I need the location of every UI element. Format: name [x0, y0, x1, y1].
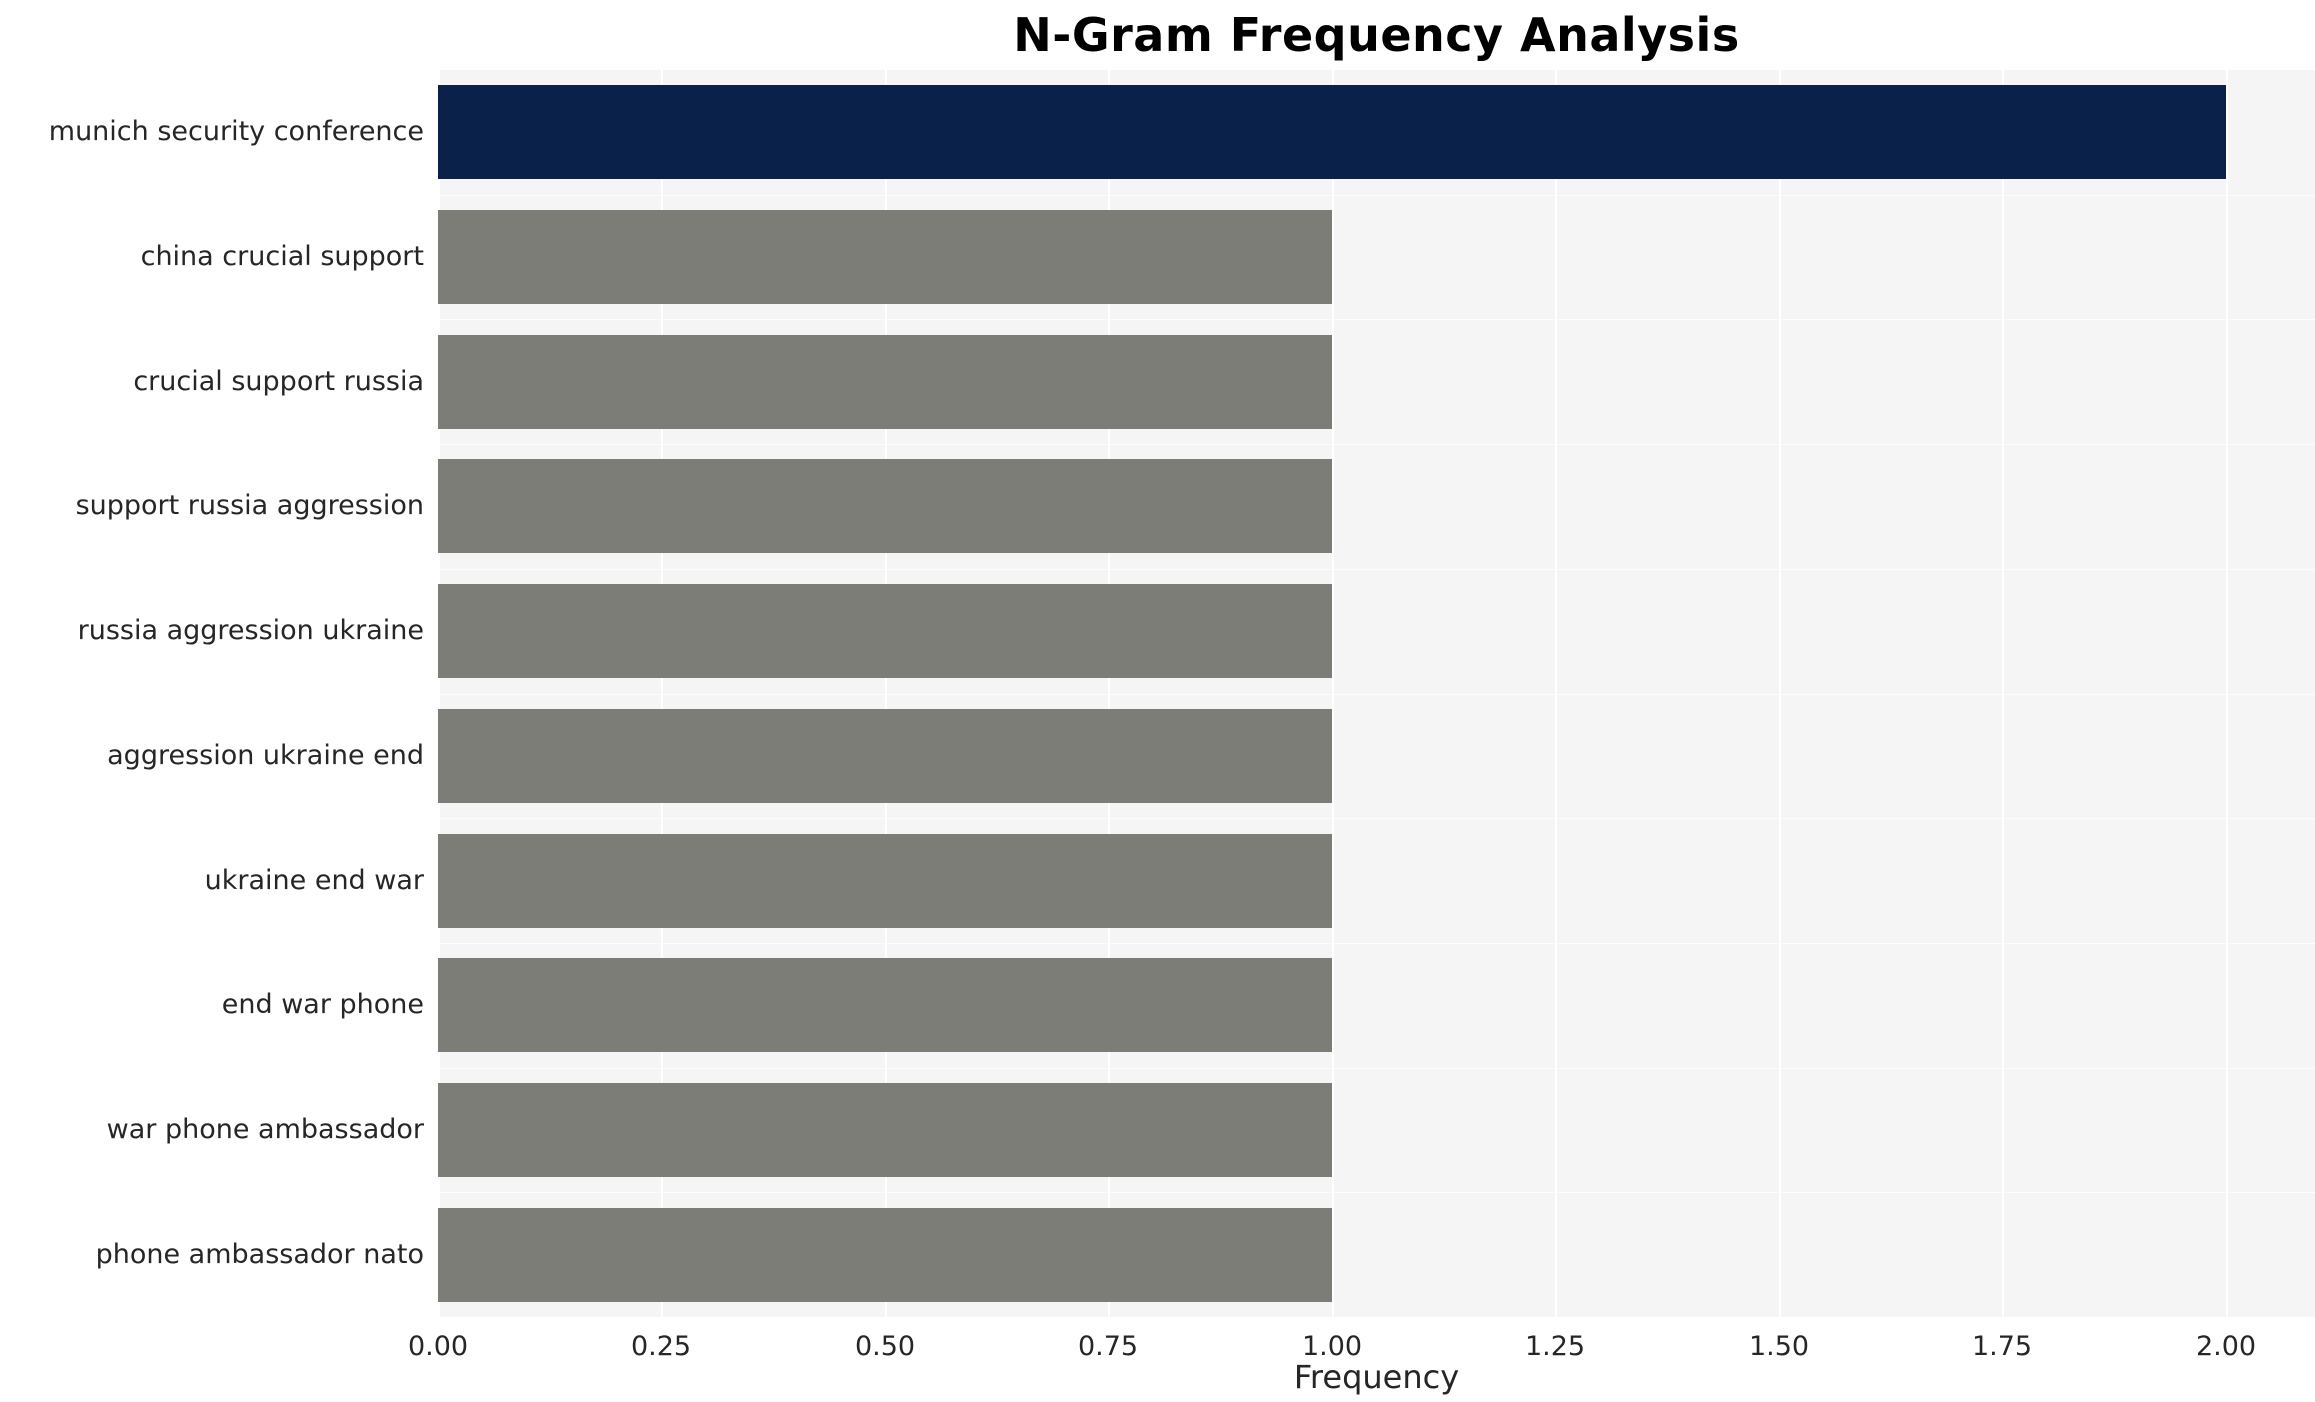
y-tick-label: russia aggression ukraine	[77, 615, 424, 646]
gridline-horizontal	[438, 943, 2315, 944]
x-tick-label: 1.00	[1301, 1331, 1363, 1362]
gridline-vertical	[1108, 70, 1110, 1317]
y-tick-label: war phone ambassador	[106, 1114, 424, 1145]
gridline-vertical	[2002, 70, 2004, 1317]
gridline-vertical	[661, 70, 663, 1317]
gridline-horizontal	[438, 319, 2315, 320]
gridline-horizontal	[438, 569, 2315, 570]
bar-russia-aggression-ukraine	[438, 584, 1332, 678]
gridline-horizontal	[438, 818, 2315, 819]
x-axis-label: Frequency	[1293, 1358, 1460, 1396]
gridline-vertical	[1332, 70, 1334, 1317]
bar-phone-ambassador-nato	[438, 1208, 1332, 1302]
y-tick-label: aggression ukraine end	[107, 740, 424, 771]
x-tick-label: 1.75	[1971, 1331, 2033, 1362]
gridline-vertical	[1555, 70, 1557, 1317]
bar-support-russia-aggression	[438, 459, 1332, 553]
x-tick-label: 2.00	[2195, 1331, 2257, 1362]
gridline-vertical	[2226, 70, 2228, 1317]
x-tick-label: 0.00	[407, 1331, 469, 1362]
bar-crucial-support-russia	[438, 335, 1332, 429]
bar-ukraine-end-war	[438, 834, 1332, 928]
plot-area	[438, 70, 2315, 1317]
y-tick-label: end war phone	[221, 989, 424, 1020]
gridline-horizontal	[438, 1068, 2315, 1069]
bar-munich-security-conference	[438, 85, 2226, 179]
x-tick-label: 0.75	[1077, 1331, 1139, 1362]
gridline-vertical	[1779, 70, 1781, 1317]
gridline-vertical	[885, 70, 887, 1317]
bar-war-phone-ambassador	[438, 1083, 1332, 1177]
bar-china-crucial-support	[438, 210, 1332, 304]
gridline-horizontal	[438, 444, 2315, 445]
gridline-vertical	[438, 70, 440, 1317]
y-tick-label: phone ambassador nato	[95, 1239, 424, 1270]
x-tick-label: 0.25	[630, 1331, 692, 1362]
gridline-horizontal	[438, 1192, 2315, 1193]
bar-aggression-ukraine-end	[438, 709, 1332, 803]
x-tick-label: 1.25	[1524, 1331, 1586, 1362]
gridline-horizontal	[438, 694, 2315, 695]
y-tick-label: crucial support russia	[133, 366, 424, 397]
x-tick-label: 0.50	[854, 1331, 916, 1362]
bar-end-war-phone	[438, 958, 1332, 1052]
y-tick-label: munich security conference	[48, 116, 424, 147]
y-tick-label: ukraine end war	[204, 865, 424, 896]
y-tick-label: china crucial support	[140, 241, 424, 272]
chart-title: N-Gram Frequency Analysis	[1013, 8, 1740, 62]
x-tick-label: 1.50	[1748, 1331, 1810, 1362]
gridline-horizontal	[438, 195, 2315, 196]
y-tick-label: support russia aggression	[75, 490, 424, 521]
